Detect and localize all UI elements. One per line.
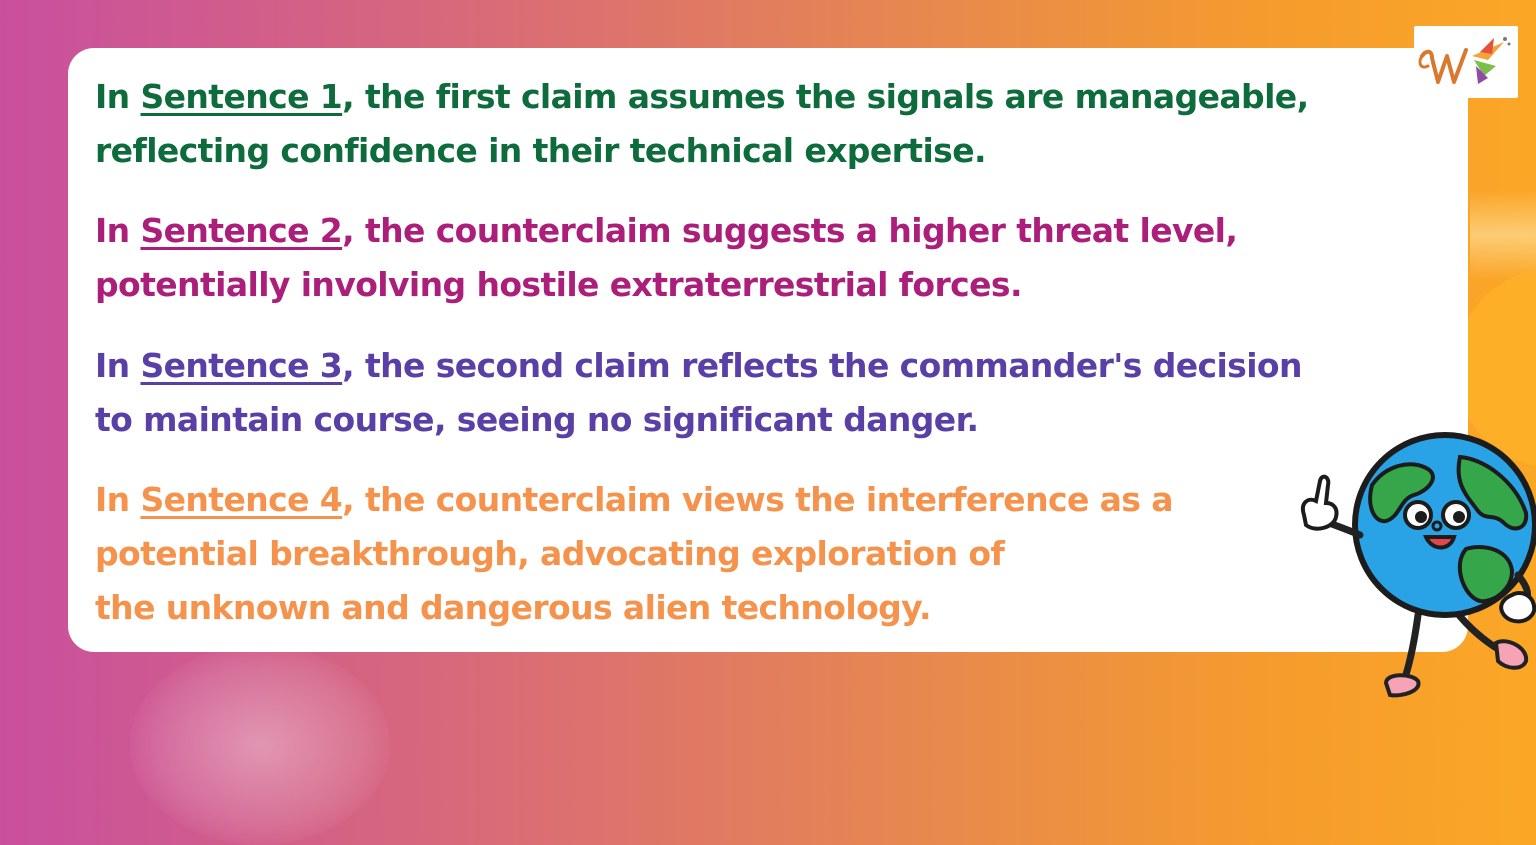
paragraph-line: to maintain course, seeing no significan…: [95, 400, 979, 439]
paragraph-prefix: In: [95, 346, 141, 385]
w-brand-logo-icon: [1414, 26, 1518, 98]
paragraph-prefix: In: [95, 480, 141, 519]
paragraph-line: the unknown and dangerous alien technolo…: [95, 588, 932, 627]
paragraph-line: In Sentence 1, the first claim assumes t…: [95, 70, 1425, 124]
content-card: [68, 48, 1468, 652]
paragraph-sentence-3: In Sentence 3, the second claim reflects…: [95, 339, 1425, 447]
paragraph-line: reflecting confidence in their technical…: [95, 131, 987, 170]
sentence-label: Sentence 3: [140, 346, 343, 385]
paragraph-line: In Sentence 2, the counterclaim suggests…: [95, 204, 1425, 258]
paragraph-prefix: In: [95, 211, 141, 250]
paragraph-sentence-1: In Sentence 1, the first claim assumes t…: [95, 70, 1425, 178]
mascot-graphic: [1301, 432, 1536, 698]
paragraph-text: , the counterclaim views the interferenc…: [342, 480, 1173, 519]
paragraph-sentence-2: In Sentence 2, the counterclaim suggests…: [95, 204, 1425, 312]
sentence-label: Sentence 4: [140, 480, 343, 519]
sentence-label: Sentence 2: [140, 211, 343, 250]
earth-globe-mascot-icon: [1290, 425, 1536, 700]
paragraph-text: , the second claim reflects the commande…: [342, 346, 1302, 385]
paragraph-text: , the first claim assumes the signals ar…: [342, 77, 1309, 116]
paragraph-line: potentially involving hostile extraterre…: [95, 265, 1022, 304]
paragraph-line: potential breakthrough, advocating explo…: [95, 534, 1005, 573]
sentence-label: Sentence 1: [140, 77, 343, 116]
paragraph-sentence-4: In Sentence 4, the counterclaim views th…: [95, 473, 1425, 635]
paragraph-text: , the counterclaim suggests a higher thr…: [342, 211, 1238, 250]
background-glow-right: [1470, 190, 1536, 280]
paragraph-line: In Sentence 4, the counterclaim views th…: [95, 473, 1425, 527]
background-glow-bottom: [130, 645, 390, 845]
logo-graphic: [1418, 37, 1511, 84]
paragraph-line: In Sentence 3, the second claim reflects…: [95, 339, 1425, 393]
paragraph-prefix: In: [95, 77, 141, 116]
